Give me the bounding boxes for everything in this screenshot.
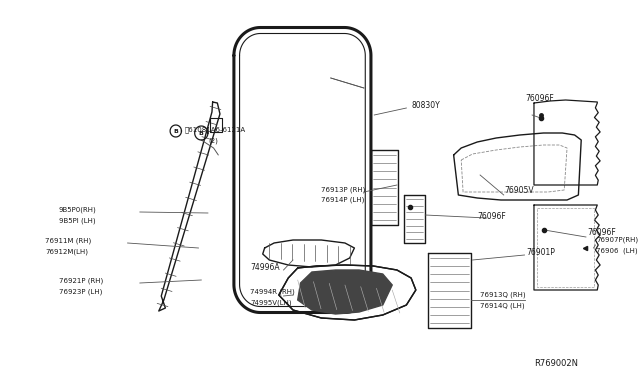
Text: 9B5PI (LH): 9B5PI (LH) xyxy=(59,218,95,224)
Text: R769002N: R769002N xyxy=(534,359,578,368)
Text: 80830Y: 80830Y xyxy=(411,100,440,109)
Text: 76096F: 76096F xyxy=(587,228,616,237)
Text: 76907P(RH): 76907P(RH) xyxy=(596,237,639,243)
Text: 76096F: 76096F xyxy=(477,212,506,221)
Text: 76921P (RH): 76921P (RH) xyxy=(59,278,103,284)
Text: B: B xyxy=(173,128,178,134)
Text: 74994R (RH): 74994R (RH) xyxy=(250,289,295,295)
Text: ⒲61081A6-6121A: ⒲61081A6-6121A xyxy=(184,127,245,133)
Text: 76901P: 76901P xyxy=(527,247,556,257)
Text: 74995V(LH): 74995V(LH) xyxy=(250,300,292,306)
Text: 9B5P0(RH): 9B5P0(RH) xyxy=(59,207,97,213)
Text: 76913P (RH): 76913P (RH) xyxy=(321,187,365,193)
Text: 76912M(LH): 76912M(LH) xyxy=(45,249,88,255)
Text: (2): (2) xyxy=(208,138,218,144)
Text: 76913Q (RH): 76913Q (RH) xyxy=(480,292,525,298)
Text: B: B xyxy=(199,131,204,135)
Text: 76906  (LH): 76906 (LH) xyxy=(596,248,638,254)
Text: 76096F: 76096F xyxy=(525,93,554,103)
Text: 76905V: 76905V xyxy=(505,186,534,195)
Text: 76923P (LH): 76923P (LH) xyxy=(59,289,102,295)
Text: 76911M (RH): 76911M (RH) xyxy=(45,238,92,244)
Text: 76914P (LH): 76914P (LH) xyxy=(321,197,365,203)
Polygon shape xyxy=(298,270,392,314)
Text: 76914Q (LH): 76914Q (LH) xyxy=(480,303,525,309)
Text: 74996A: 74996A xyxy=(250,263,280,273)
